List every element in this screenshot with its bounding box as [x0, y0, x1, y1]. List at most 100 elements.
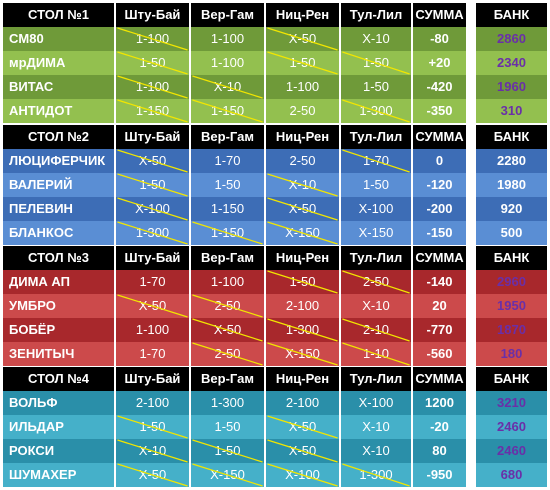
bet-value: 2-50: [214, 298, 241, 313]
header-col-nits-ren: Ниц-Рен: [266, 246, 339, 270]
header-col-ver-gam: Вер-Гам: [191, 367, 264, 391]
bet-cell-col-tul-lil: X-100: [341, 197, 411, 221]
bet-value: 2-100: [135, 395, 170, 410]
bet-value: 1-100: [135, 79, 170, 94]
bet-value: X-100: [285, 467, 320, 482]
bet-cell-col-tul-lil: X-100: [341, 391, 411, 415]
header-sum: СУММА: [413, 3, 466, 27]
bet-cell-col-tul-lil: 1-50: [341, 75, 411, 99]
bet-cell-col-ver-gam: 2-50: [191, 294, 264, 318]
header-sum: СУММА: [413, 125, 466, 149]
bet-value: 1-50: [289, 274, 316, 289]
table-row: ВИТАС 1-100 X-10 1-100 1-50 -420 1960: [3, 75, 547, 99]
sum-value: -140: [413, 270, 466, 294]
bet-value: 2-10: [362, 322, 390, 337]
bet-cell-col-ver-gam: 1-100: [191, 270, 264, 294]
bet-cell-col-shtu-bai: 1-50: [116, 173, 189, 197]
bet-value: 1-70: [139, 346, 166, 361]
table-4: СТОЛ №4 Шту-Бай Вер-Гам Ниц-Рен Тул-Лил СУММА…: [3, 367, 547, 487]
bank-value: 2460: [476, 415, 547, 439]
bet-cell-col-nits-ren: 2-100: [266, 391, 339, 415]
header-sum: СУММА: [413, 367, 466, 391]
player-name: АНТИДОТ: [3, 99, 114, 123]
table-row: мрДИМА 1-50 1-100 1-50 1-50 +20 2340: [3, 51, 547, 75]
bet-cell-col-shtu-bai: 1-300: [116, 221, 189, 245]
bet-cell-col-nits-ren: X-50: [266, 27, 339, 51]
bet-value: 2-50: [362, 274, 390, 289]
bet-value: X-50: [288, 201, 317, 216]
bet-value: 1-300: [359, 103, 393, 118]
player-name: ЗЕНИТЫЧ: [3, 342, 114, 366]
header-col-nits-ren: Ниц-Рен: [266, 3, 339, 27]
bet-value: X-10: [362, 443, 390, 458]
bet-cell-col-ver-gam: X-50: [191, 318, 264, 342]
header-col-tul-lil: Тул-Лил: [341, 3, 411, 27]
bank-value: 180: [476, 342, 547, 366]
bet-cell-col-ver-gam: 1-50: [191, 173, 264, 197]
header-col-tul-lil: Тул-Лил: [341, 246, 411, 270]
bet-value: X-50: [288, 31, 317, 46]
table-header-row: СТОЛ №4 Шту-Бай Вер-Гам Ниц-Рен Тул-Лил СУММА…: [3, 367, 547, 391]
header-col-nits-ren: Ниц-Рен: [266, 367, 339, 391]
header-col-shtu-bai: Шту-Бай: [116, 125, 189, 149]
bank-value: 1960: [476, 75, 547, 99]
bet-value: 1-50: [139, 419, 166, 434]
bet-value: 1-50: [214, 177, 241, 192]
header-col-ver-gam: Вер-Гам: [191, 3, 264, 27]
bet-value: 2-100: [285, 298, 320, 313]
sum-value: 0: [413, 149, 466, 173]
bet-value: X-100: [358, 395, 394, 410]
bet-value: 1-300: [210, 395, 245, 410]
bet-cell-col-shtu-bai: 1-150: [116, 99, 189, 123]
sum-value: -80: [413, 27, 466, 51]
bet-cell-col-nits-ren: X-50: [266, 197, 339, 221]
sum-value: -120: [413, 173, 466, 197]
table-row: ПЕЛЕВИН X-100 1-150 X-50 X-100 -200 920: [3, 197, 547, 221]
bet-cell-col-shtu-bai: X-100: [116, 197, 189, 221]
bet-value: 1-100: [210, 274, 245, 289]
bet-value: 1-70: [362, 153, 390, 168]
player-name: ШУМАХЕР: [3, 463, 114, 487]
sum-value: -350: [413, 99, 466, 123]
player-name: ПЕЛЕВИН: [3, 197, 114, 221]
header-col-tul-lil: Тул-Лил: [341, 125, 411, 149]
player-name: CM80: [3, 27, 114, 51]
table-row: ЛЮЦИФЕРЧИК X-50 1-70 2-50 1-70 0 2280: [3, 149, 547, 173]
bet-value: 1-50: [289, 55, 316, 70]
bet-cell-col-tul-lil: 1-50: [341, 51, 411, 75]
table-title: СТОЛ №2: [3, 125, 114, 149]
bet-value: 1-70: [214, 153, 241, 168]
bet-cell-col-shtu-bai: X-50: [116, 149, 189, 173]
bet-value: 1-150: [210, 103, 245, 118]
bet-cell-col-ver-gam: X-10: [191, 75, 264, 99]
bet-value: X-10: [213, 79, 242, 94]
bet-cell-col-ver-gam: 1-50: [191, 415, 264, 439]
bank-value: 2960: [476, 270, 547, 294]
sum-value: 80: [413, 439, 466, 463]
bet-cell-col-shtu-bai: 1-50: [116, 415, 189, 439]
bet-value: 1-100: [210, 55, 245, 70]
table-row: ВАЛЕРИЙ 1-50 1-50 X-10 1-50 -120 1980: [3, 173, 547, 197]
bet-value: 1-100: [135, 31, 170, 46]
bet-value: 1-70: [139, 274, 166, 289]
header-bank: БАНК: [476, 367, 547, 391]
bet-value: 1-50: [139, 55, 166, 70]
bet-cell-col-tul-lil: 2-10: [341, 318, 411, 342]
bet-cell-col-nits-ren: X-100: [266, 463, 339, 487]
bank-value: 1870: [476, 318, 547, 342]
bet-cell-col-nits-ren: Х-150: [266, 342, 339, 366]
header-bank: БАНК: [476, 246, 547, 270]
table-row: БЛАНКОС 1-300 1-150 X-150 X-150 -150 500: [3, 221, 547, 245]
bet-value: X-10: [362, 298, 390, 313]
table-row: АНТИДОТ 1-150 1-150 2-50 1-300 -350 310: [3, 99, 547, 123]
bet-value: Х-150: [285, 346, 320, 361]
table-row: ИЛЬДАР 1-50 1-50 X-50 X-10 -20 2460: [3, 415, 547, 439]
bet-cell-col-tul-lil: X-150: [341, 221, 411, 245]
bet-value: 2-100: [285, 395, 320, 410]
bet-value: 1-50: [362, 79, 390, 94]
table-row: ДИМА АП 1-70 1-100 1-50 2-50 -140 2960: [3, 270, 547, 294]
sum-value: 1200: [413, 391, 466, 415]
bet-cell-col-ver-gam: 1-50: [191, 439, 264, 463]
sum-value: -420: [413, 75, 466, 99]
header-sum: СУММА: [413, 246, 466, 270]
